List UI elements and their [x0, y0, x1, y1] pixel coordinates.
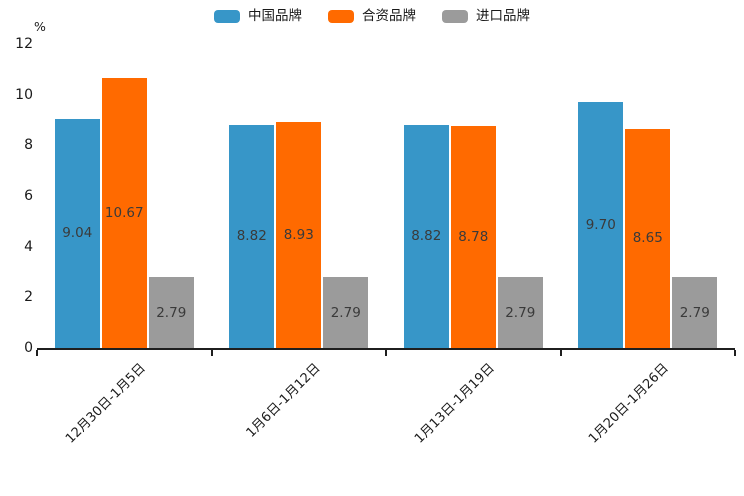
- x-axis-tick-mark: [210, 350, 213, 356]
- legend-item-0: 中国品牌: [214, 8, 302, 24]
- legend-label: 中国品牌: [248, 8, 302, 24]
- bar-value-label: 8.65: [632, 230, 663, 247]
- bar-value-label: 2.79: [505, 304, 536, 321]
- bar-value-label: 9.04: [62, 225, 93, 242]
- bar-进口品牌-12月30日-1月5日: [148, 277, 194, 348]
- bar-中国品牌-1月13日-1月19日: [403, 124, 449, 348]
- legend-item-2: 进口品牌: [442, 8, 530, 24]
- x-axis-tick-mark: [36, 350, 38, 356]
- bar-value-label: 2.79: [679, 304, 710, 321]
- y-axis-unit-label: %: [34, 19, 46, 34]
- x-axis-category-label: 1月13日-1月19日: [411, 360, 498, 447]
- legend-label: 合资品牌: [362, 8, 416, 24]
- bar-value-label: 8.93: [283, 226, 314, 243]
- bar-合资品牌-1月20日-1月26日: [625, 128, 671, 348]
- bar-value-label: 8.82: [236, 228, 267, 245]
- bar-进口品牌-1月13日-1月19日: [497, 277, 543, 348]
- y-tick-label: 4: [24, 238, 33, 255]
- bar-进口品牌-1月20日-1月26日: [672, 277, 718, 348]
- bar-合资品牌-1月6日-1月12日: [276, 121, 322, 348]
- bar-value-label: 8.82: [411, 228, 442, 245]
- bar-value-label: 9.70: [585, 217, 616, 234]
- y-tick-label: 0: [24, 340, 33, 356]
- bar-中国品牌-1月6日-1月12日: [229, 124, 275, 348]
- legend-swatch-icon: [328, 9, 354, 23]
- x-axis-tick-mark: [734, 350, 736, 356]
- x-axis-category-label: 1月6日-1月12日: [243, 360, 324, 441]
- x-axis-tick-mark: [385, 350, 387, 356]
- bar-value-label: 2.79: [330, 304, 361, 321]
- legend-swatch-icon: [214, 9, 240, 23]
- x-axis-line: [37, 348, 735, 350]
- bar-中国品牌-12月30日-1月5日: [54, 118, 100, 348]
- y-tick-label: 8: [24, 137, 33, 154]
- x-axis-category-label: 1月20日-1月26日: [586, 360, 673, 447]
- legend-swatch-icon: [442, 9, 468, 23]
- chart-legend: 中国品牌 合资品牌 进口品牌: [0, 8, 744, 24]
- bar-value-label: 10.67: [104, 204, 144, 221]
- bar-中国品牌-1月20日-1月26日: [578, 102, 624, 348]
- x-axis-tick-mark: [559, 350, 562, 356]
- bar-value-label: 8.78: [458, 228, 489, 245]
- bar-合资品牌-12月30日-1月5日: [101, 77, 147, 348]
- y-tick-label: 12: [15, 36, 33, 52]
- bar-value-label: 2.79: [156, 304, 187, 321]
- bar-进口品牌-1月6日-1月12日: [323, 277, 369, 348]
- legend-item-1: 合资品牌: [328, 8, 416, 24]
- y-tick-label: 6: [24, 188, 33, 204]
- x-axis-category-label: 12月30日-1月5日: [62, 360, 149, 447]
- bar-合资品牌-1月13日-1月19日: [450, 125, 496, 348]
- legend-label: 进口品牌: [476, 8, 530, 24]
- y-tick-label: 2: [24, 289, 33, 306]
- y-tick-label: 10: [15, 86, 33, 103]
